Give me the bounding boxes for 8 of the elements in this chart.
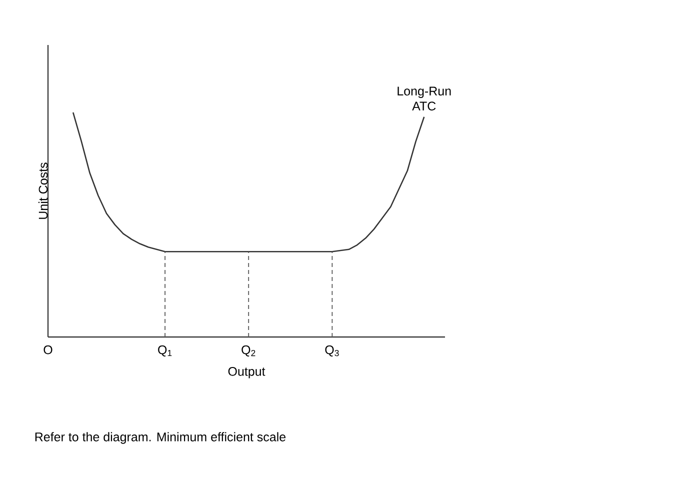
- x-tick-label: Q$_{1}$: [158, 345, 172, 356]
- x-tick-label: Q$_{3}$: [325, 345, 339, 356]
- x-axis-title: Output: [228, 366, 266, 378]
- x-tick-label: Q$_{2}$: [242, 345, 256, 356]
- y-axis-title: Unit Costs: [38, 162, 48, 219]
- series-label: Long-Run ATC: [398, 86, 451, 111]
- x-tick-label: O: [44, 345, 52, 354]
- text: Refer to the diagram. Minimum efficient scale: [35, 432, 286, 444]
